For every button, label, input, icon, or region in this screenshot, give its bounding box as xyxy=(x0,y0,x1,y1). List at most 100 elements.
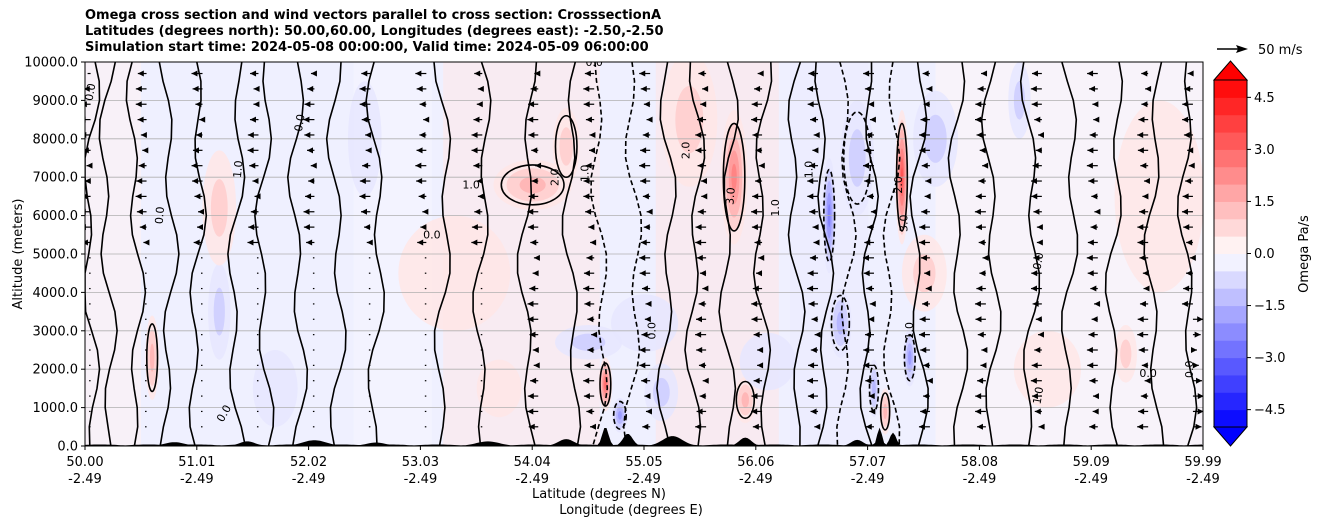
wind-vector-head xyxy=(85,239,88,246)
x-tick-label-longitude: -2.49 xyxy=(404,472,438,487)
x-tick-label-longitude: -2.49 xyxy=(963,472,997,487)
wind-vector-head xyxy=(138,162,145,169)
contour-label: 2.0 xyxy=(679,142,692,160)
wind-vector-head xyxy=(867,193,874,200)
wind-vector-head xyxy=(1195,423,1202,430)
wind-vector-head xyxy=(919,224,926,231)
wind-vector-head xyxy=(977,377,984,384)
wind-vector-head xyxy=(419,131,426,138)
omega-feature xyxy=(739,332,796,391)
wind-vector-head xyxy=(530,377,537,384)
wind-vector-head xyxy=(923,101,930,108)
grid-lines xyxy=(85,62,1203,446)
wind-vector-head xyxy=(583,377,590,384)
wind-vector-head xyxy=(977,85,984,92)
contour-label: 0.0 xyxy=(292,113,308,132)
wind-vector-head xyxy=(922,300,929,307)
wind-vector-head xyxy=(643,224,650,231)
wind-vector-head xyxy=(980,362,987,369)
wind-vector-head xyxy=(1183,131,1190,138)
wind-vector-head xyxy=(808,70,815,77)
x-tick-label-longitude: -2.49 xyxy=(851,472,885,487)
wind-vector-head xyxy=(752,193,759,200)
wind-vector-head xyxy=(365,131,372,138)
colorbar-tick-label: 0.0 xyxy=(1254,247,1275,262)
wind-vector-head xyxy=(868,101,875,108)
wind-vector-head xyxy=(976,423,983,430)
wind-vector-head xyxy=(919,316,926,323)
colorbar-tick-label: −3.0 xyxy=(1254,351,1286,366)
wind-vector-head xyxy=(808,300,815,307)
wind-vector-head xyxy=(1035,147,1042,154)
wind-vector-head xyxy=(702,85,709,92)
colorbar-segment xyxy=(1214,253,1247,272)
wind-vector-head xyxy=(364,224,371,231)
omega-feature xyxy=(908,350,912,365)
wind-vector-head xyxy=(1190,347,1197,353)
contour-label: 2.0 xyxy=(548,168,561,186)
wind-vector-head xyxy=(974,300,981,307)
wind-vector-head xyxy=(975,224,982,231)
wind-vector-head xyxy=(979,147,986,154)
wind-vector-head xyxy=(752,131,759,138)
wind-vector-head xyxy=(810,116,817,123)
wind-vector-head xyxy=(919,131,926,138)
wind-vector-head xyxy=(754,178,761,185)
wind-vector-head xyxy=(529,285,536,292)
x-tick-label-longitude: -2.49 xyxy=(739,472,773,487)
wind-vector-head xyxy=(192,85,199,92)
wind-vector-head xyxy=(864,331,871,338)
wind-vector-head xyxy=(924,193,931,200)
colorbar-segment xyxy=(1214,80,1247,98)
contour-closed xyxy=(842,111,872,205)
omega-feature xyxy=(1120,339,1132,369)
omega-feature xyxy=(741,392,750,408)
wind-vector-head xyxy=(702,285,709,292)
wind-vector-head xyxy=(303,224,310,231)
wind-vector-head xyxy=(810,347,817,353)
wind-vector-head xyxy=(753,331,760,338)
y-tick-label: 10000.0 xyxy=(24,56,78,71)
wind-vector-head xyxy=(1031,393,1038,400)
wind-vector-head xyxy=(922,70,929,77)
wind-vector-head xyxy=(863,70,870,77)
wind-vector-head xyxy=(978,178,985,185)
wind-vector-head xyxy=(247,239,254,246)
wind-vector-head xyxy=(1087,239,1094,246)
wind-vector-head xyxy=(644,393,651,400)
wind-vector-head xyxy=(1093,116,1100,123)
contour-label: 1.0 xyxy=(231,160,245,179)
wind-vector-head xyxy=(423,116,430,123)
wind-vector-head xyxy=(641,377,648,384)
contour-label: 1.0 xyxy=(802,161,815,179)
omega-feature xyxy=(476,359,522,418)
wind-vector-head xyxy=(811,316,818,323)
omega-feature xyxy=(149,343,155,372)
wind-vector-head xyxy=(868,393,875,400)
contour-closed xyxy=(500,164,565,206)
wind-vector-head xyxy=(752,285,759,292)
colorbar: 4.5 3.0 1.5 0.0 −1.5 −3.0 −4.5 xyxy=(1212,60,1286,447)
wind-vector-head xyxy=(528,423,535,430)
wind-vector-head xyxy=(415,162,422,169)
wind-vector-head xyxy=(85,193,88,200)
wind-vector-head xyxy=(919,147,926,154)
wind-vector-head xyxy=(528,193,535,200)
wind-vector-head xyxy=(696,347,703,353)
wind-vector-head xyxy=(699,270,706,277)
wind-vector-head xyxy=(1196,377,1203,384)
wind-vector-head xyxy=(586,254,593,261)
wind-vector-head xyxy=(195,101,202,108)
wind-vector-head xyxy=(305,193,312,200)
wind-vector-head xyxy=(589,147,596,154)
x-axis-label-longitude: Longitude (degrees E) xyxy=(559,503,703,518)
contour-line xyxy=(85,62,101,446)
wind-vector-head xyxy=(975,408,982,415)
wind-vector-head xyxy=(249,116,256,123)
contour-closed xyxy=(903,333,916,382)
wind-vector-head xyxy=(527,316,534,323)
wind-vector-head xyxy=(1192,362,1199,369)
wind-vector-head xyxy=(197,224,204,231)
wind-vector-head xyxy=(1092,408,1099,415)
wind-vector-head xyxy=(807,178,814,185)
